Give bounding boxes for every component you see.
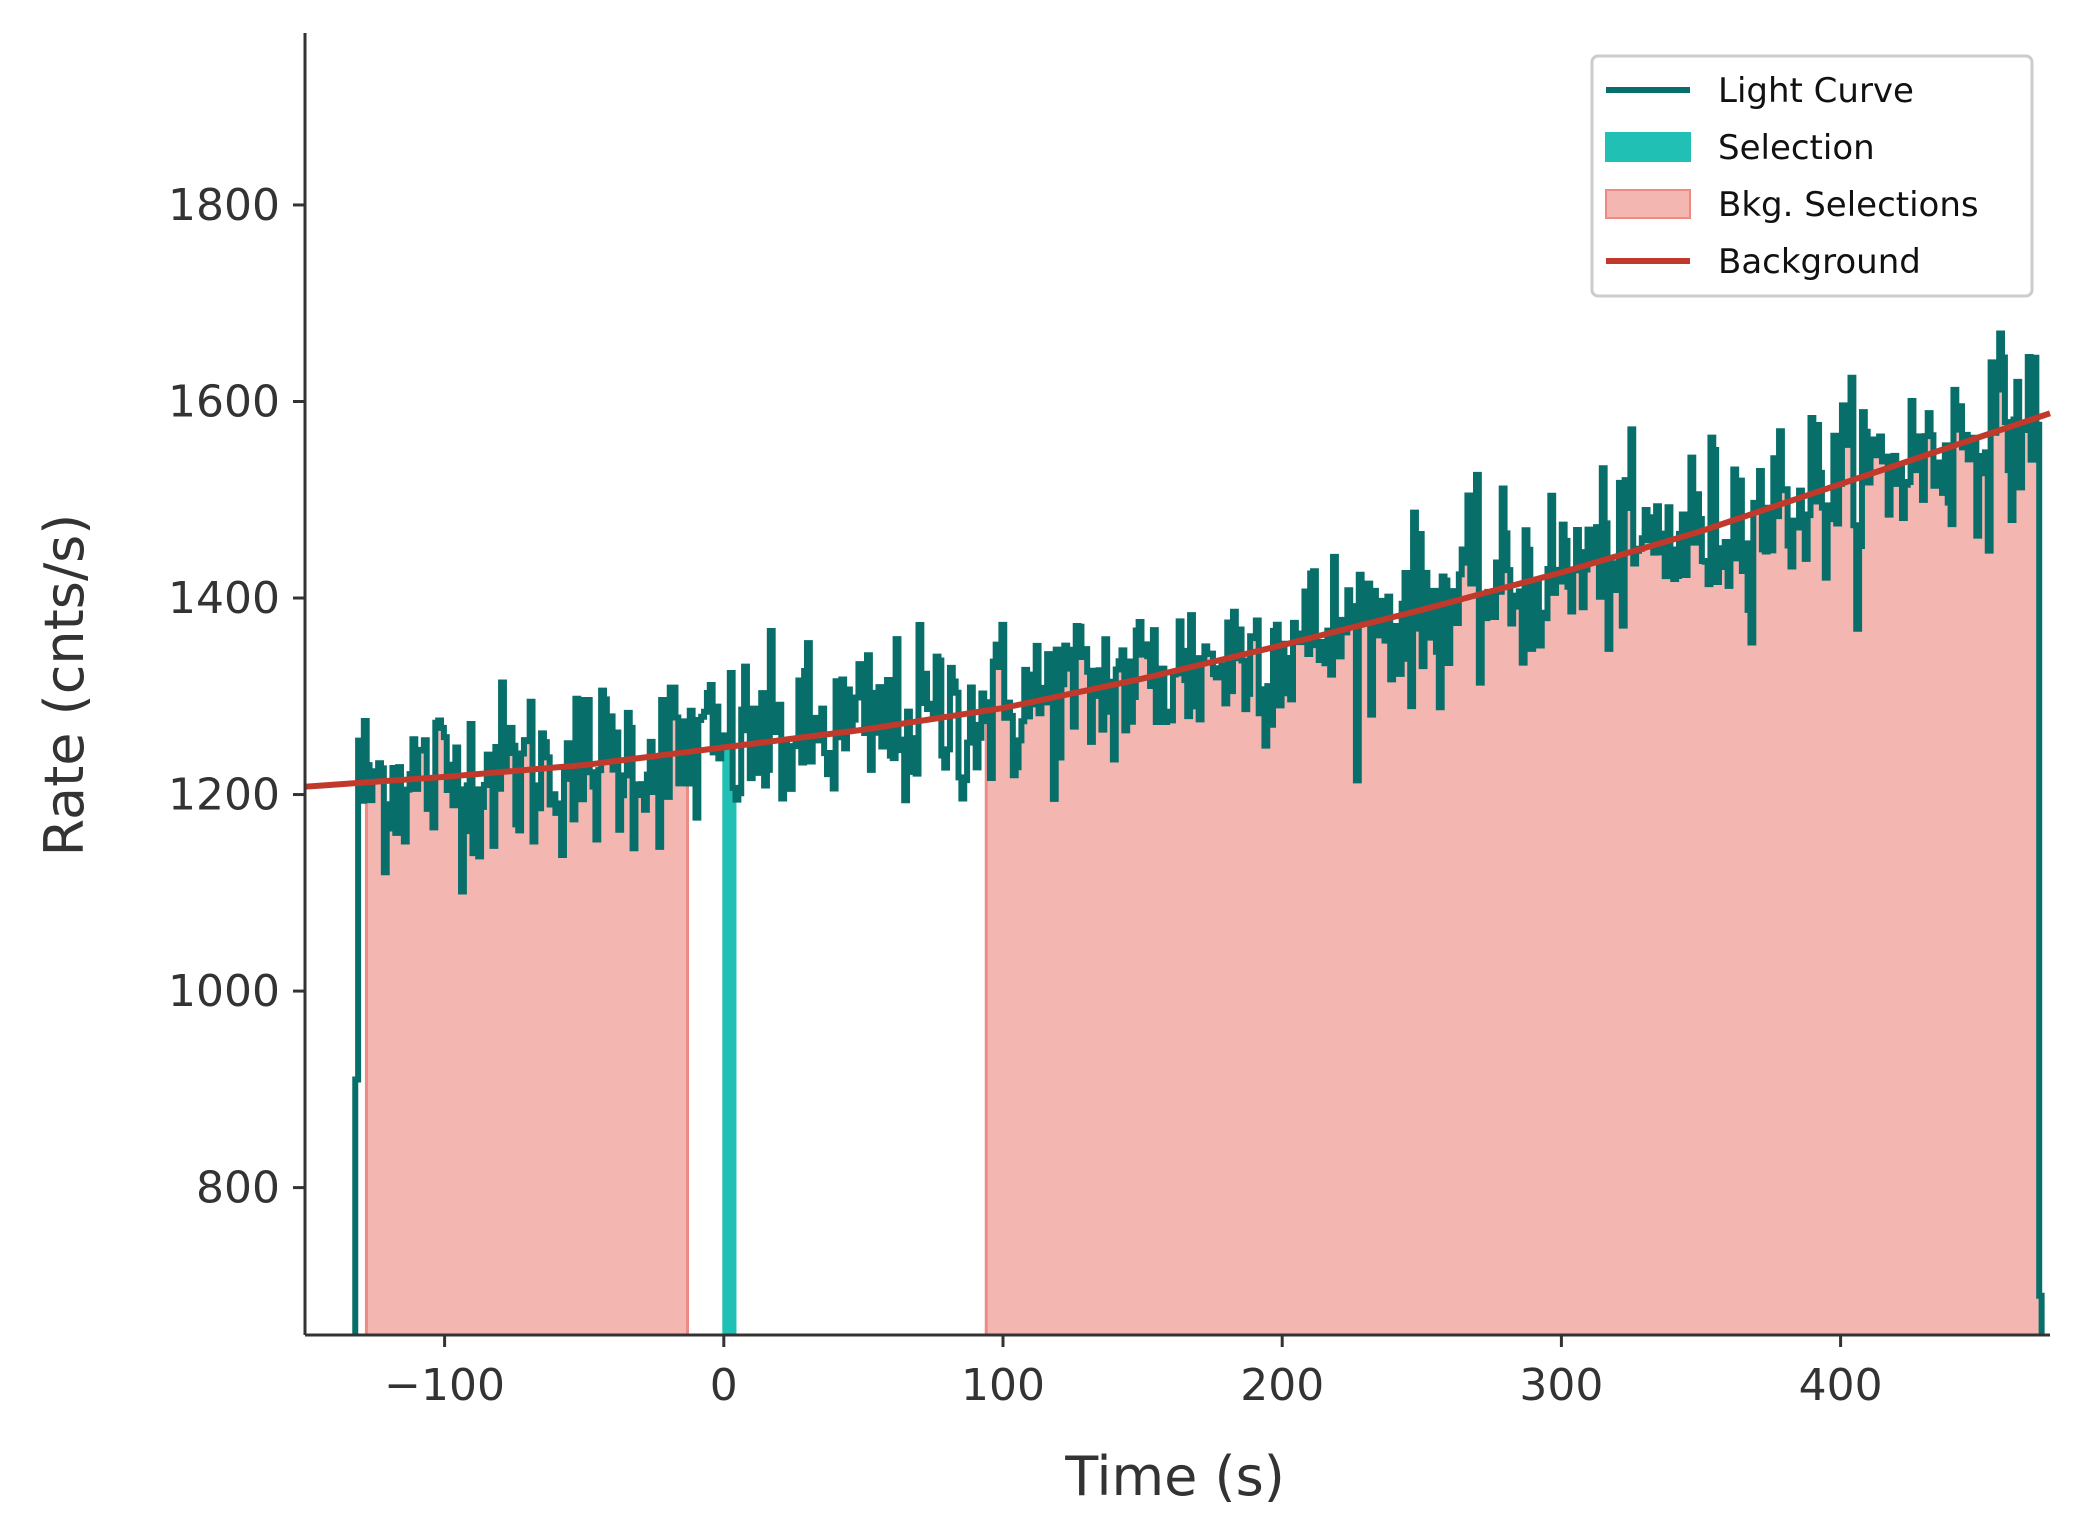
y-tick-label: 800 (196, 1163, 280, 1214)
bkg-selection-region-1 (984, 331, 2044, 1337)
x-axis-title: Time (s) (1064, 1445, 1285, 1508)
background-layer (304, 410, 2051, 790)
x-tick-label: 400 (1799, 1360, 1883, 1411)
x-tick-label: 100 (961, 1360, 1045, 1411)
legend-box (1590, 54, 2034, 298)
background-curve (304, 410, 2051, 790)
y-tick-label: 1400 (168, 573, 280, 624)
y-tick-label: 1600 (168, 376, 280, 427)
x-tick-label: −100 (384, 1360, 505, 1411)
legend-handle-1 (1605, 132, 1691, 162)
legend: Light Curve Selection Bkg. Selections Backg… (1590, 54, 2034, 298)
axes (303, 33, 2050, 1337)
legend-handle-2 (1605, 189, 1691, 219)
y-tick-label: 1000 (168, 966, 280, 1017)
light-curve-layer (352, 330, 2045, 1335)
y-tick-label: 1800 (168, 180, 280, 231)
legend-label-1: Selection (1718, 128, 1875, 168)
legend-label-3: Background (1718, 242, 1921, 282)
y-tick-label: 1200 (168, 770, 280, 821)
x-tick-label: 300 (1519, 1360, 1603, 1411)
x-axis-ticks: −100 0 100 200 300 400 (384, 1335, 1883, 1411)
y-axis-title: Rate (cnts/s) (33, 514, 96, 857)
legend-label-2: Bkg. Selections (1718, 185, 1979, 225)
light-curve-line (352, 330, 2045, 1335)
x-tick-label: 200 (1240, 1360, 1324, 1411)
legend-label-0: Light Curve (1718, 71, 1914, 111)
x-tick-label: 0 (710, 1360, 738, 1411)
bkg-selection-layer (364, 331, 2044, 1337)
y-axis-ticks: 800 1000 1200 1400 1600 1800 (168, 180, 305, 1214)
